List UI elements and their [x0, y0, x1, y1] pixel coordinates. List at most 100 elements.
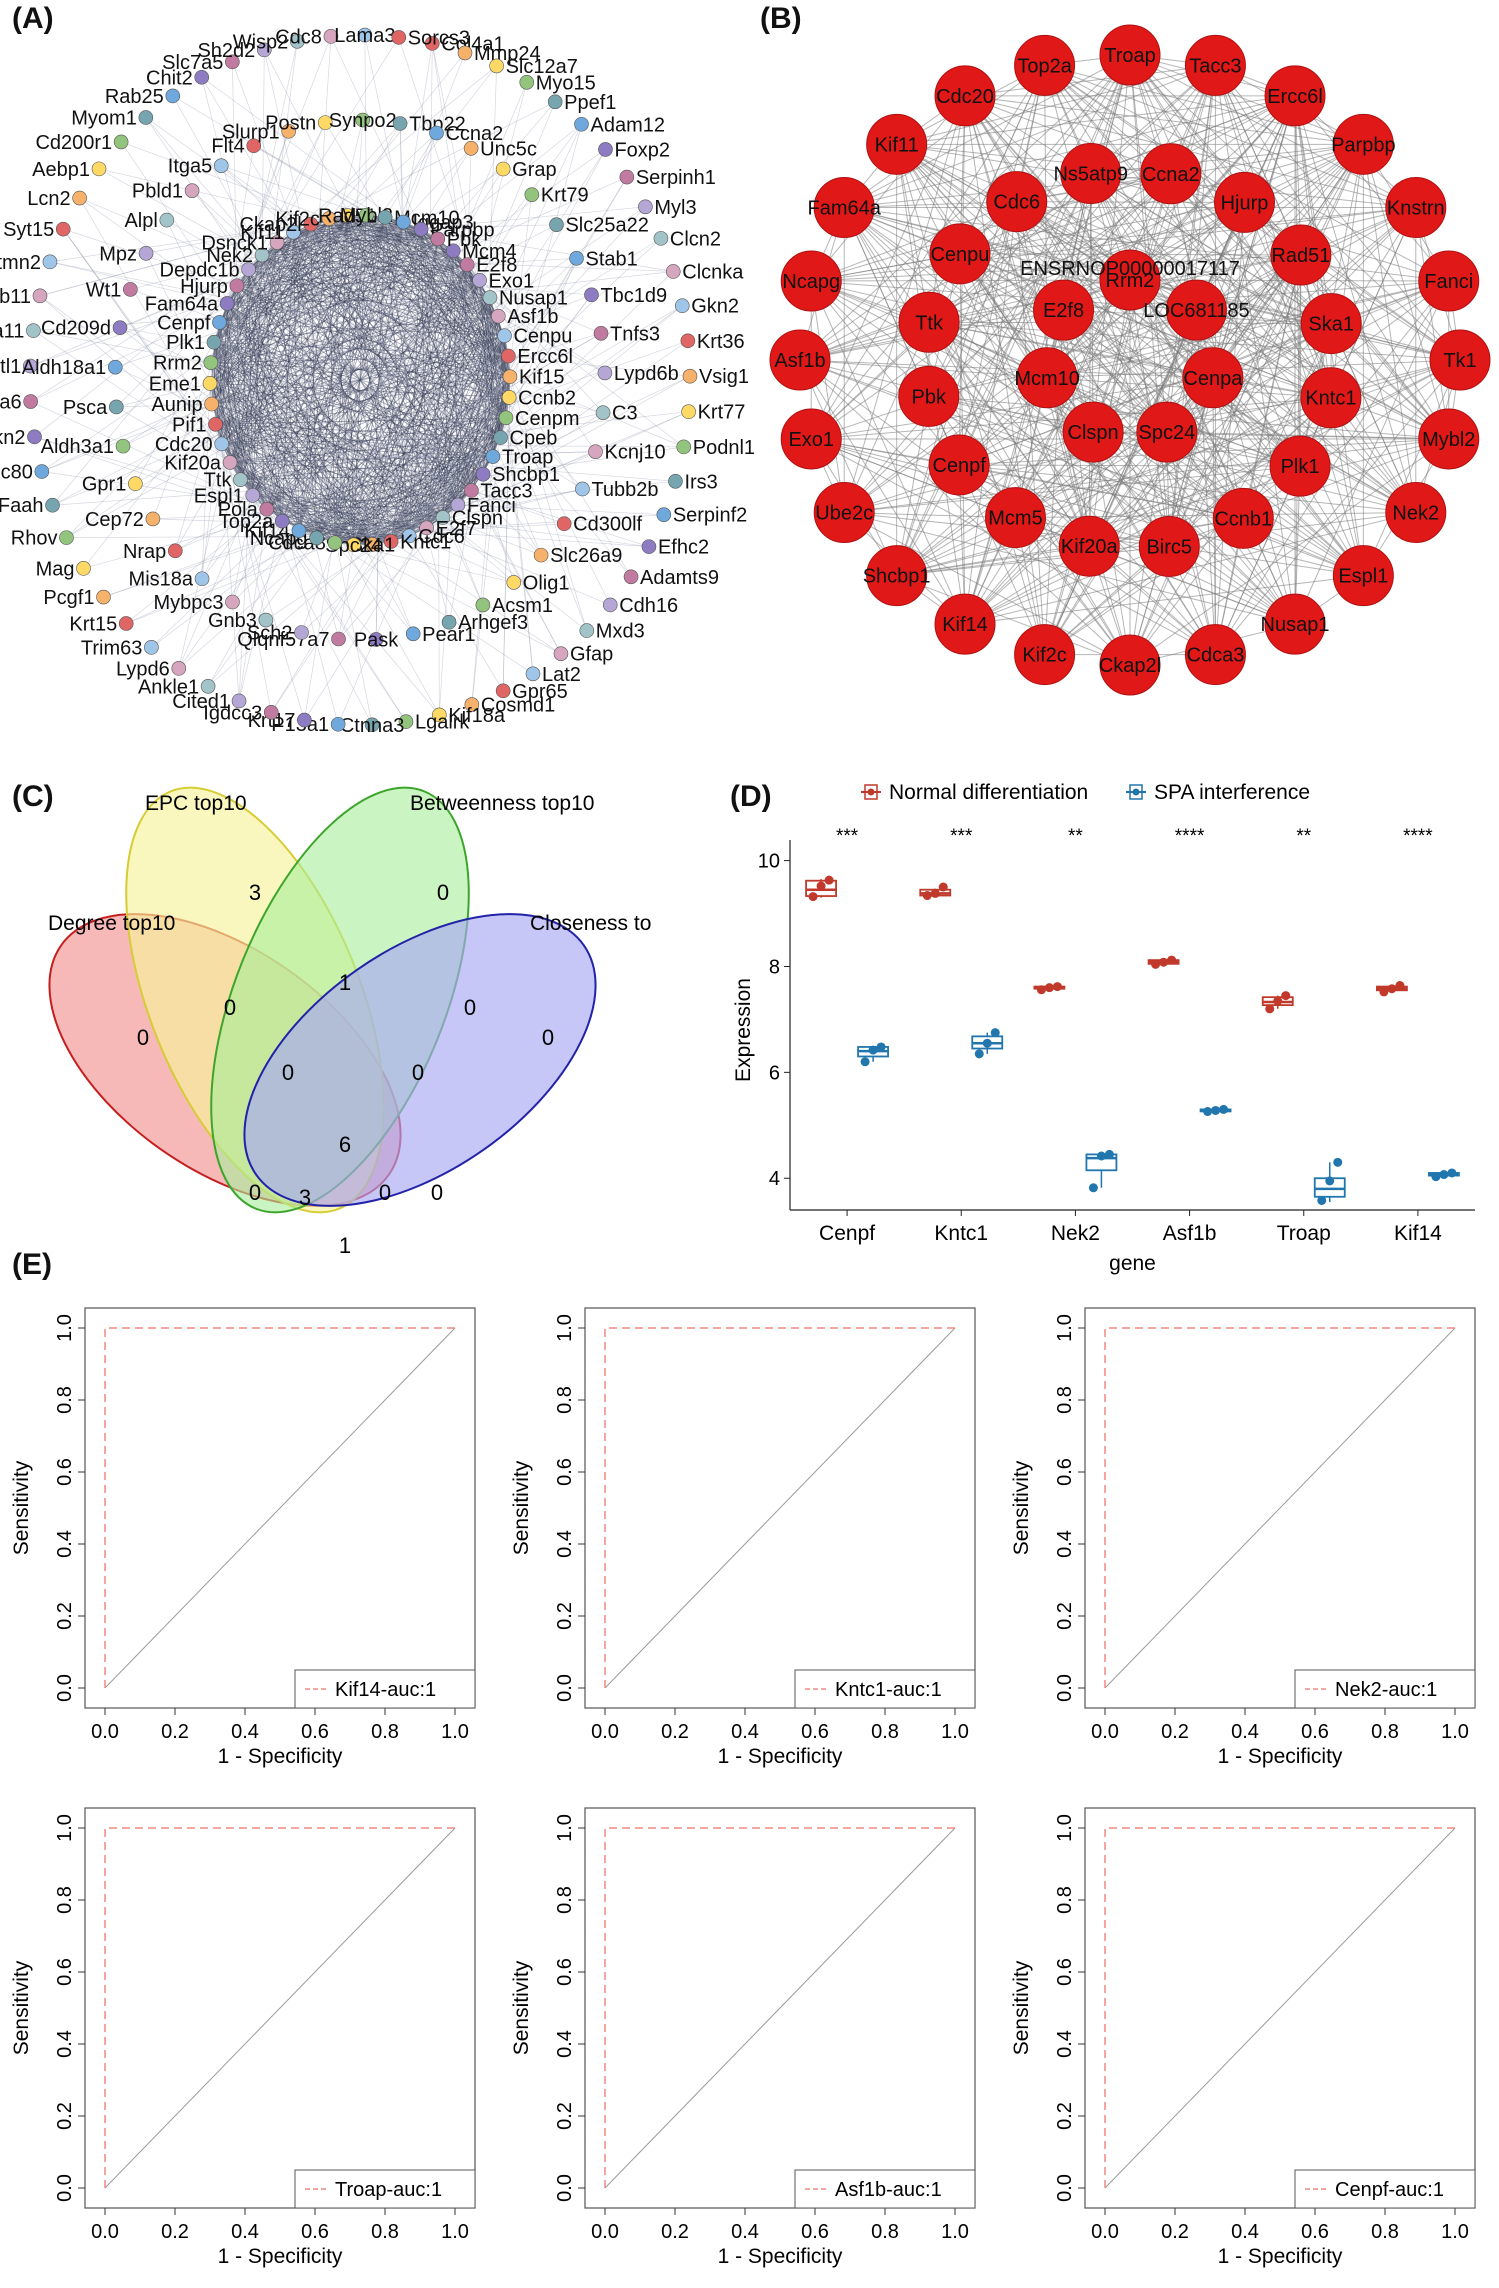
panel-label-c: (C)	[12, 780, 54, 813]
box-point	[860, 1057, 870, 1067]
network-node-label: Aldh3a1	[41, 436, 114, 458]
network-node-label: Depdc1b	[160, 260, 240, 282]
hub-node-label: Exo1	[788, 429, 834, 451]
network-edge	[408, 335, 505, 537]
network-edge	[213, 342, 336, 543]
network-node-label: Lcn2	[27, 188, 70, 210]
network-edge	[120, 141, 392, 542]
hub-network-edge	[1090, 95, 1296, 174]
network-edge	[310, 223, 501, 438]
network-edge	[334, 215, 348, 543]
network-edge	[266, 215, 367, 510]
network-edge	[276, 242, 459, 506]
network-edge	[328, 218, 355, 545]
network-edge	[353, 250, 454, 545]
network-edge	[281, 168, 504, 522]
network-node-label: Pcgf1	[43, 587, 94, 609]
hub-node-label: Kif11	[875, 134, 919, 156]
network-edge	[293, 231, 480, 281]
network-edge	[304, 217, 386, 721]
hub-network-edge	[928, 321, 1296, 625]
roc-x-tick-label: 0.4	[1231, 2221, 1259, 2243]
network-edge	[221, 232, 294, 444]
network-edge	[152, 504, 458, 520]
legend-label: Normal differentiation	[889, 781, 1088, 804]
network-node	[519, 74, 535, 90]
hub-network-edge	[1016, 201, 1449, 440]
network-edge	[408, 376, 511, 537]
network-node	[203, 355, 219, 370]
network-edge	[191, 190, 459, 506]
network-edge	[229, 335, 505, 463]
roc-x-axis-title: 1 - Specificity	[218, 1745, 343, 1768]
network-edge	[466, 264, 604, 413]
roc-x-tick-label: 1.0	[441, 2221, 469, 2243]
venn-count-degree-betweenness: 0	[431, 1180, 443, 1205]
network-edge	[261, 254, 484, 475]
network-edge	[215, 417, 507, 425]
network-edge	[334, 264, 468, 543]
network-edge	[457, 316, 499, 506]
roc-x-tick-label: 0.0	[591, 2221, 619, 2243]
roc-x-tick-label: 0.6	[1301, 1721, 1329, 1743]
network-edge	[211, 403, 336, 543]
network-node-label: E2f7	[436, 518, 477, 540]
roc-y-tick-label: 0.6	[1054, 1458, 1076, 1486]
network-node-label: Tbp22	[409, 114, 466, 136]
network-edge	[230, 456, 493, 463]
network-edge	[347, 215, 472, 491]
network-edge	[39, 295, 216, 425]
network-edge	[270, 355, 509, 713]
hub-network-edge	[1214, 65, 1450, 440]
network-edge	[508, 124, 582, 398]
network-edge	[316, 437, 501, 539]
network-edge	[213, 228, 422, 343]
network-node	[392, 116, 408, 131]
network-edge	[282, 333, 602, 522]
network-edge	[293, 232, 392, 542]
network-node-label: Clcnka	[682, 261, 744, 283]
y-tick-label: 4	[769, 1168, 780, 1190]
network-edge	[365, 215, 459, 506]
network-edge	[248, 269, 268, 510]
network-edge	[215, 423, 484, 475]
network-edge	[328, 218, 542, 556]
network-edge	[466, 264, 501, 438]
network-node	[680, 333, 696, 349]
x-axis-title: gene	[1109, 1252, 1156, 1275]
network-edge	[426, 264, 468, 528]
network-edge	[226, 254, 263, 304]
network-node-label: Wt1	[86, 279, 122, 301]
network-edge	[213, 342, 300, 531]
network-edge	[420, 229, 459, 506]
network-edge	[504, 335, 510, 398]
panel-label-e: (E)	[12, 1248, 52, 1281]
hub-node-label: Asf1b	[774, 350, 825, 372]
network-edge	[261, 49, 265, 256]
network-edge	[252, 494, 458, 506]
hub-network-edge	[799, 359, 1016, 518]
network-edge	[310, 223, 459, 506]
network-edge	[266, 119, 364, 510]
hub-network-edge	[958, 65, 1046, 466]
roc-x-tick-label: 0.8	[371, 1721, 399, 1743]
network-edge	[403, 221, 509, 357]
network-edge	[209, 382, 459, 506]
box-point	[1317, 1195, 1327, 1205]
network-edge	[298, 376, 511, 532]
hub-network-edge	[1090, 143, 1364, 175]
network-edge	[338, 315, 499, 640]
roc-diagonal	[604, 1827, 956, 2189]
hub-network-edge	[896, 143, 1168, 433]
network-edge	[229, 462, 354, 546]
roc-legend-label: Asf1b-auc:1	[835, 2179, 942, 2201]
venn-count-closeness-only: 0	[542, 1025, 554, 1050]
network-edge	[240, 315, 499, 481]
network-edge	[248, 269, 592, 296]
network-edge	[209, 383, 444, 518]
network-node	[294, 625, 309, 640]
roc-y-tick-label: 0.6	[1054, 1958, 1076, 1986]
network-edge	[41, 297, 491, 472]
network-node-label: Cosmd1	[481, 695, 555, 717]
network-edge	[248, 231, 294, 270]
